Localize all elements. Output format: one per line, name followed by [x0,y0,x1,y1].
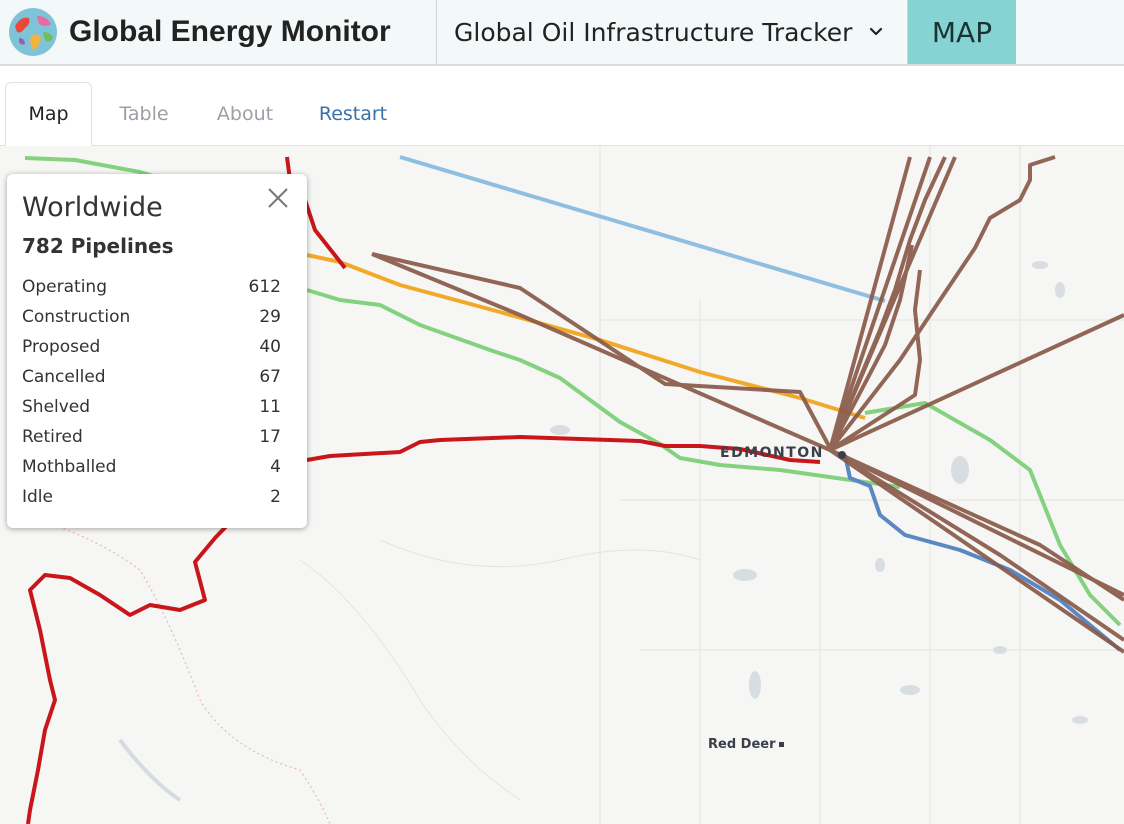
map-button[interactable]: MAP [908,0,1016,64]
map-canvas[interactable] [0,146,1124,824]
tracker-name: Global Oil Infrastructure Tracker [454,17,853,47]
close-icon[interactable] [266,186,290,210]
status-row-retired: Retired 17 [22,422,281,452]
tab-about[interactable]: About [216,103,274,125]
status-count: 2 [270,487,281,507]
tracker-selector[interactable]: Global Oil Infrastructure Tracker [437,0,908,64]
tab-restart[interactable]: Restart [318,103,388,125]
status-label: Operating [22,277,107,297]
tab-bar: Map Table About Restart [0,66,1124,146]
status-row-shelved: Shelved 11 [22,392,281,422]
status-label: Proposed [22,337,101,357]
status-count: 29 [259,307,281,327]
pipeline-count: 782 Pipelines [22,234,174,258]
status-row-cancelled: Cancelled 67 [22,362,281,392]
globe-icon [9,8,57,56]
city-label-edmonton: EDMONTON [720,445,824,461]
brand[interactable]: Global Energy Monitor [0,0,437,64]
status-count: 612 [248,277,281,297]
chevron-down-icon [870,27,883,36]
status-label: Construction [22,307,131,327]
status-row-proposed: Proposed 40 [22,332,281,362]
tab-map[interactable]: Map [5,82,92,146]
status-count: 11 [259,397,281,417]
city-label-red-deer: Red Deer [708,737,776,752]
status-label: Mothballed [22,457,117,477]
status-count: 4 [270,457,281,477]
tab-table[interactable]: Table [119,103,169,125]
status-label: Cancelled [22,367,106,387]
brand-name: Global Energy Monitor [69,15,391,48]
status-label: Shelved [22,397,91,417]
status-row-idle: Idle 2 [22,482,281,512]
status-row-operating: Operating 612 [22,272,281,302]
summary-panel: Worldwide 782 Pipelines Operating 612 Con… [7,174,307,528]
status-row-construction: Construction 29 [22,302,281,332]
status-label: Idle [22,487,53,507]
top-header: Global Energy Monitor Global Oil Infrast… [0,0,1124,66]
status-count: 67 [259,367,281,387]
status-count: 17 [259,427,281,447]
panel-title: Worldwide [22,192,163,223]
status-list: Operating 612 Construction 29 Proposed 40 C… [22,272,281,512]
status-row-mothballed: Mothballed 4 [22,452,281,482]
status-label: Retired [22,427,83,447]
status-count: 40 [259,337,281,357]
